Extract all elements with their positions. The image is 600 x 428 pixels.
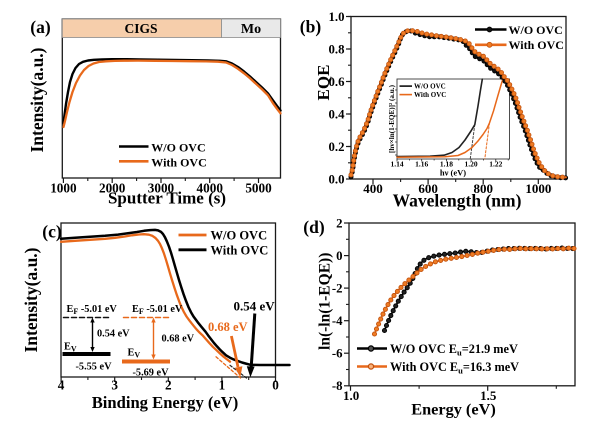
- svg-text:1.20: 1.20: [465, 160, 478, 169]
- svg-text:-5.69 eV: -5.69 eV: [133, 367, 170, 378]
- svg-text:2000: 2000: [99, 181, 126, 196]
- svg-text:-8: -8: [332, 379, 343, 393]
- svg-text:3000: 3000: [148, 181, 175, 196]
- svg-text:W/O OVC: W/O OVC: [414, 83, 446, 91]
- svg-text:Wavelength (nm): Wavelength (nm): [393, 191, 522, 211]
- svg-text:With OVC: With OVC: [414, 91, 446, 99]
- svg-text:0.68 eV: 0.68 eV: [208, 320, 248, 334]
- svg-text:With OVC: With OVC: [211, 243, 269, 257]
- svg-text:ln(-ln(1-EQE)): ln(-ln(1-EQE)): [317, 253, 334, 350]
- svg-text:800: 800: [473, 181, 493, 196]
- svg-text:5000: 5000: [245, 181, 272, 196]
- svg-text:W/O OVC: W/O OVC: [211, 229, 268, 243]
- svg-text:W/O OVC: W/O OVC: [509, 23, 563, 37]
- svg-text:0.0: 0.0: [329, 172, 345, 186]
- svg-text:-4: -4: [332, 314, 343, 328]
- svg-text:0: 0: [336, 249, 342, 263]
- svg-text:1.22: 1.22: [489, 160, 502, 169]
- svg-text:1.14: 1.14: [390, 160, 403, 169]
- svg-text:hν (eV): hν (eV): [440, 168, 466, 178]
- svg-text:2: 2: [336, 216, 342, 230]
- svg-text:(b): (b): [300, 17, 322, 37]
- svg-text:3: 3: [111, 377, 118, 392]
- svg-text:4000: 4000: [197, 181, 224, 196]
- svg-text:Binding Energy (eV): Binding Energy (eV): [92, 393, 239, 412]
- svg-text:With OVC: With OVC: [509, 38, 564, 52]
- svg-text:1.0: 1.0: [329, 10, 345, 24]
- svg-text:EV: EV: [64, 342, 77, 354]
- svg-text:Mo: Mo: [241, 22, 261, 37]
- svg-text:1: 1: [219, 377, 226, 392]
- svg-text:0.6: 0.6: [329, 75, 346, 89]
- svg-text:0.2: 0.2: [329, 140, 345, 154]
- svg-text:0.54 eV: 0.54 eV: [97, 328, 130, 339]
- svg-text:[hν×ln(1-EQE)]² (a.u.): [hν×ln(1-EQE)]² (a.u.): [388, 84, 396, 153]
- svg-text:-5.55 eV: -5.55 eV: [76, 361, 113, 372]
- svg-text:(c): (c): [42, 222, 62, 242]
- svg-text:1.5: 1.5: [480, 388, 497, 403]
- svg-text:EF -5.01 eV: EF -5.01 eV: [132, 304, 183, 316]
- svg-text:EV: EV: [128, 348, 141, 360]
- svg-text:0.54 eV: 0.54 eV: [234, 298, 276, 313]
- svg-text:With OVC Eu=16.3 meV: With OVC Eu=16.3 meV: [390, 360, 519, 376]
- svg-text:Energy (eV): Energy (eV): [411, 400, 496, 419]
- svg-text:(d): (d): [303, 217, 325, 237]
- svg-text:Intensity(a.u.): Intensity(a.u.): [21, 247, 41, 352]
- svg-text:W/O OVC: W/O OVC: [151, 141, 205, 155]
- svg-text:0.4: 0.4: [329, 107, 346, 121]
- svg-text:1000: 1000: [525, 181, 551, 196]
- svg-text:1.0: 1.0: [343, 388, 359, 403]
- svg-text:-2: -2: [332, 282, 343, 296]
- svg-text:Sputter Time (s): Sputter Time (s): [108, 189, 226, 208]
- svg-text:1.18: 1.18: [440, 160, 453, 169]
- svg-text:EF -5.01 eV: EF -5.01 eV: [67, 304, 118, 316]
- svg-text:1.16: 1.16: [415, 160, 428, 169]
- svg-text:-6: -6: [332, 347, 343, 361]
- svg-text:0.68 eV: 0.68 eV: [162, 333, 195, 344]
- svg-text:With OVC: With OVC: [151, 156, 206, 170]
- svg-text:4: 4: [58, 377, 65, 392]
- svg-text:Intensity(a.u.): Intensity(a.u.): [27, 47, 47, 152]
- svg-text:0: 0: [272, 377, 279, 392]
- svg-text:600: 600: [418, 181, 438, 196]
- svg-text:W/O OVC Eu=21.9 meV: W/O OVC Eu=21.9 meV: [390, 342, 518, 358]
- svg-text:2: 2: [165, 377, 172, 392]
- svg-text:EQE: EQE: [314, 65, 333, 101]
- svg-text:CIGS: CIGS: [124, 21, 157, 36]
- svg-text:0.8: 0.8: [329, 42, 345, 56]
- svg-text:(a): (a): [30, 17, 51, 37]
- svg-text:1000: 1000: [50, 181, 77, 196]
- svg-text:400: 400: [363, 181, 383, 196]
